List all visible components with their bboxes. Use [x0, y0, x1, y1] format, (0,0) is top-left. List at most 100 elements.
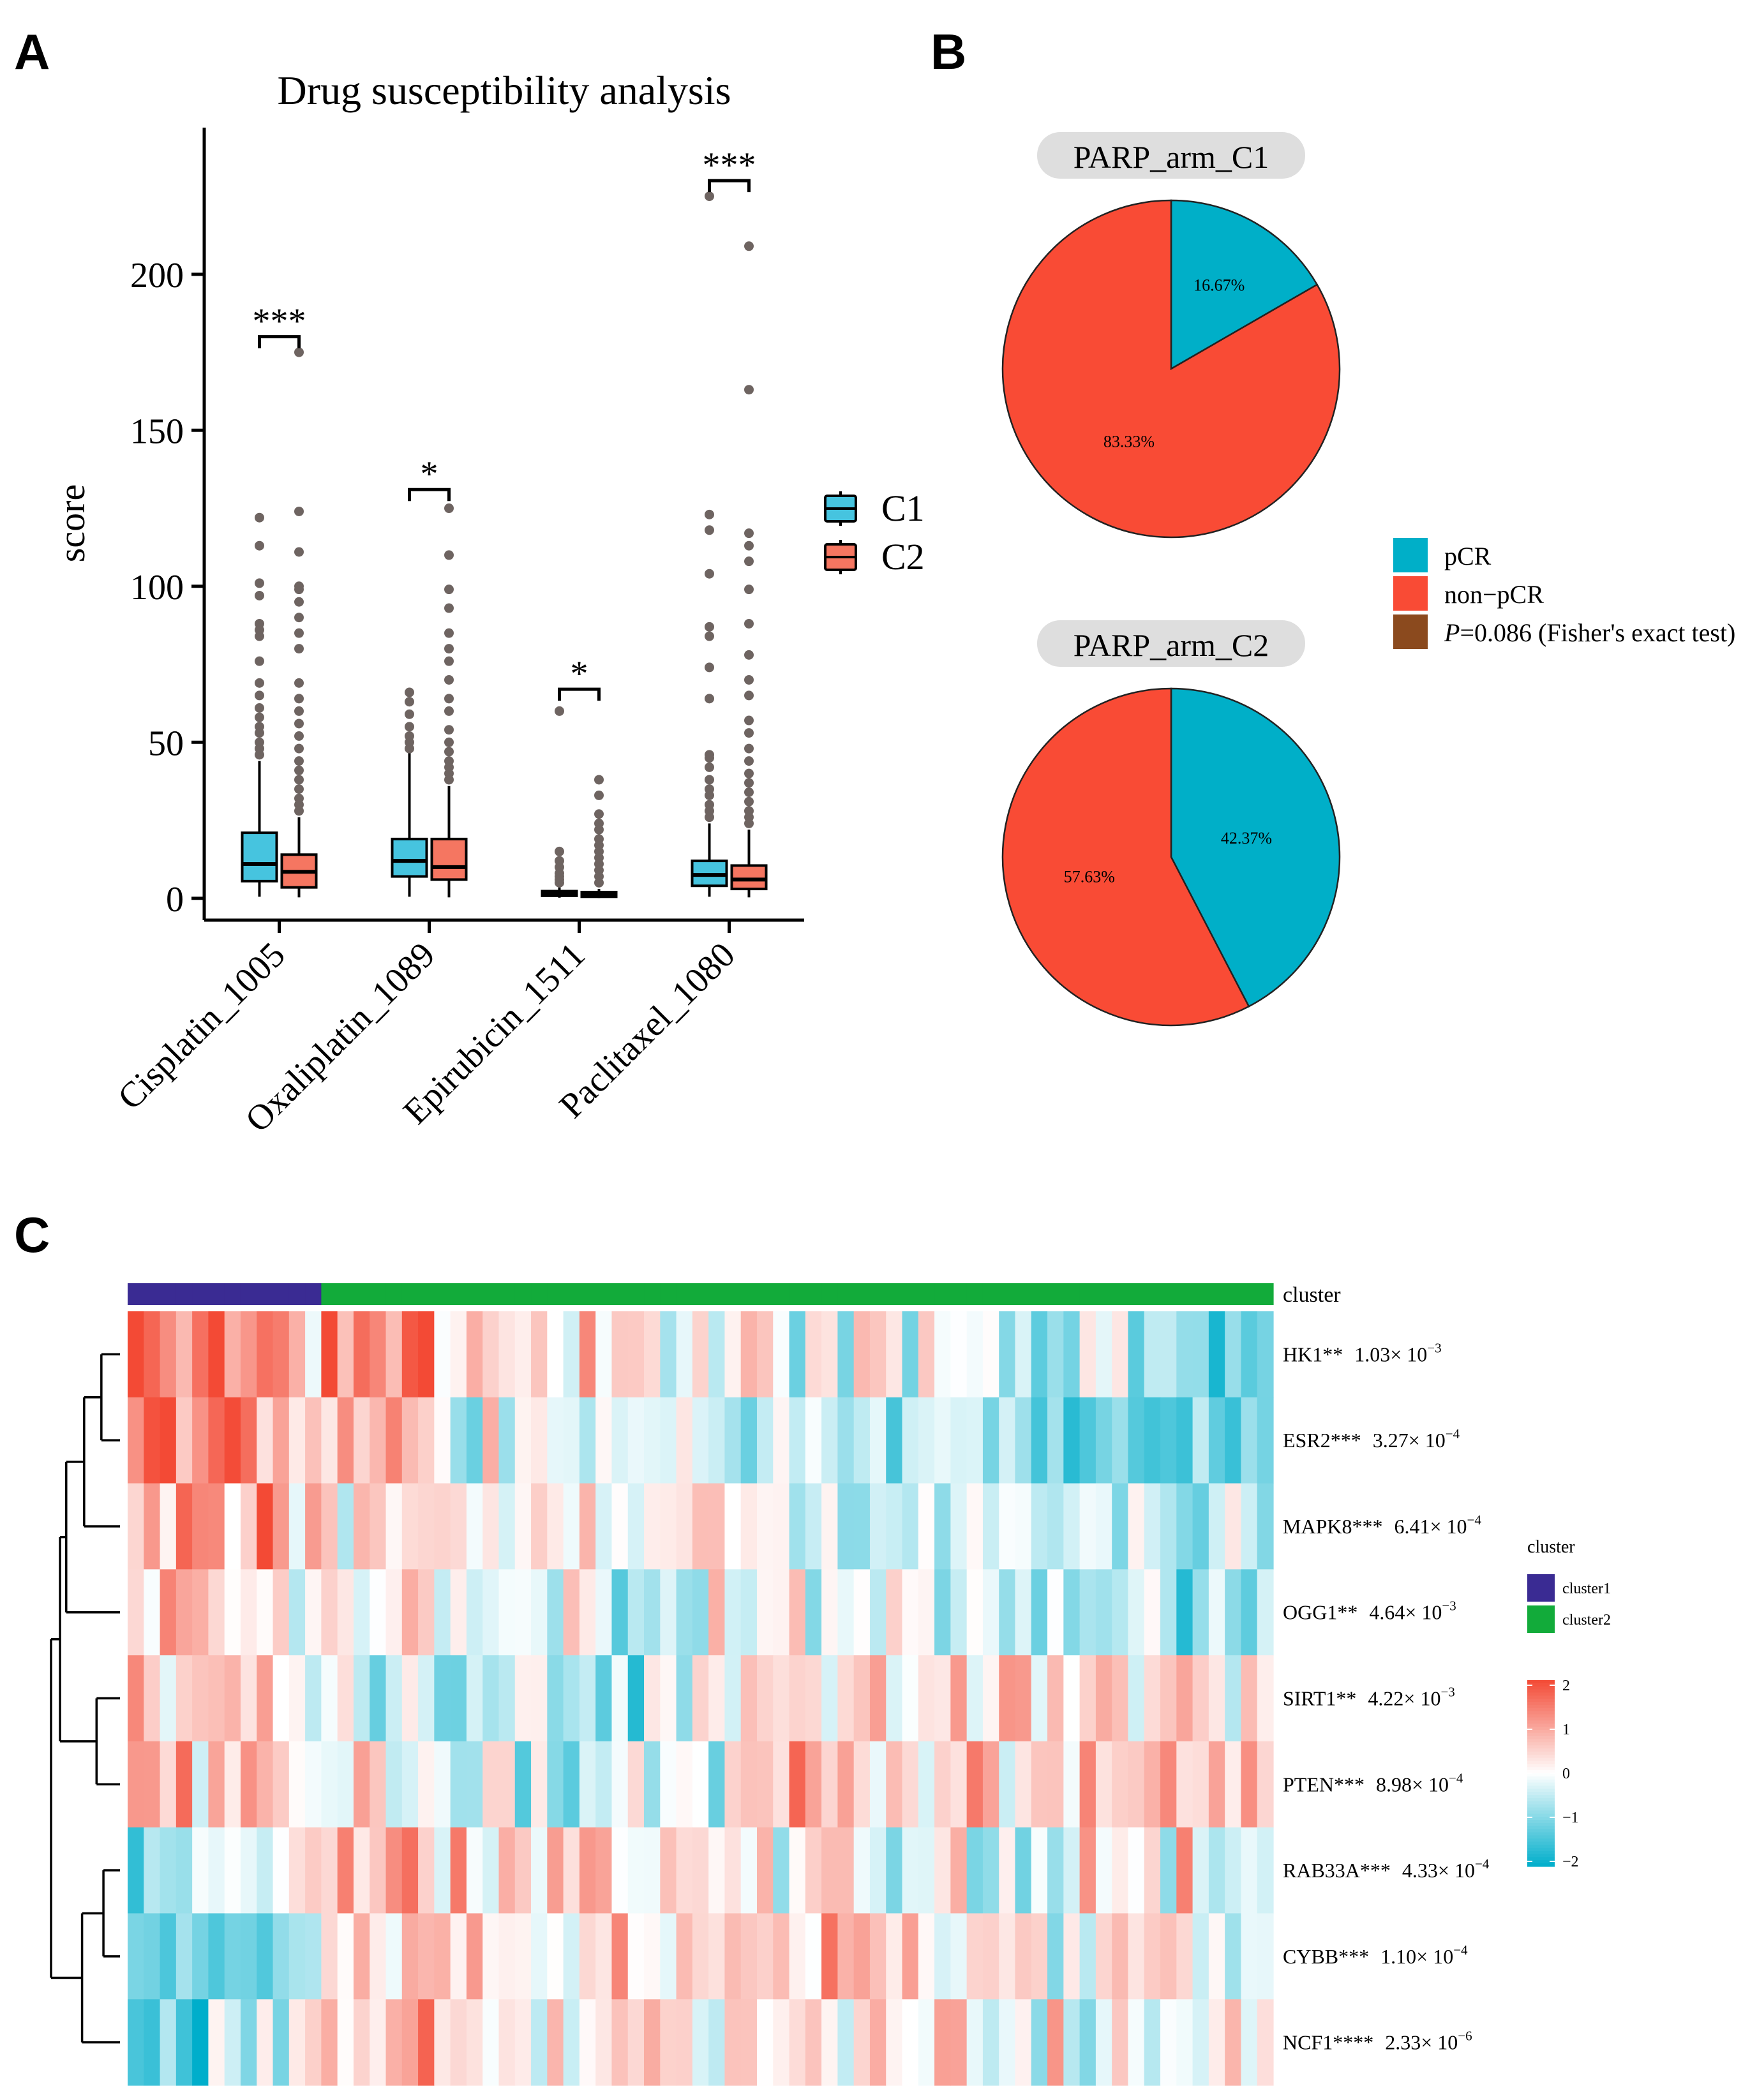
heatmap-cell — [240, 1483, 257, 1570]
heatmap-cell — [385, 1999, 403, 2086]
heatmap-cell — [514, 1999, 532, 2086]
heatmap-cell — [708, 1741, 726, 1828]
outlier-point — [294, 597, 304, 607]
heatmap-cell — [853, 1397, 871, 1484]
annotation-cell-cluster2 — [692, 1283, 709, 1305]
pie-slice-label: 42.37% — [1221, 829, 1272, 847]
heatmap-cell — [547, 1999, 564, 2086]
heatmap-cell — [1257, 1999, 1274, 2086]
heatmap-cell — [337, 1999, 354, 2086]
heatmap-cell — [982, 1311, 999, 1398]
heatmap-cell — [450, 1311, 467, 1398]
color-scale-step — [1527, 1854, 1555, 1858]
heatmap-cell — [321, 1741, 338, 1828]
heatmap-cell — [418, 1483, 435, 1570]
heatmap-cell — [224, 1311, 241, 1398]
heatmap-cell — [950, 1999, 968, 2086]
y-tick-label: 100 — [130, 568, 184, 607]
heatmap-cell — [1063, 1999, 1081, 2086]
heatmap-cell — [1208, 1311, 1225, 1398]
heatmap-cell — [611, 1827, 629, 1914]
heatmap-cell — [837, 1913, 855, 2000]
p-value-mantissa: 4.64× 10 — [1369, 1601, 1442, 1624]
heatmap-cell — [966, 1569, 983, 1656]
heatmap-cell — [982, 1999, 999, 2086]
heatmap-cell — [918, 1483, 935, 1570]
outlier-point — [294, 547, 304, 557]
annotation-cell-cluster2 — [660, 1283, 677, 1305]
color-scale-step — [1527, 1683, 1555, 1687]
heatmap-cell — [869, 1483, 886, 1570]
outlier-point — [405, 743, 414, 754]
heatmap-cell — [273, 1827, 290, 1914]
heatmap-cell — [756, 1827, 774, 1914]
p-value-exponent: −4 — [1475, 1856, 1490, 1872]
heatmap-cell — [385, 1397, 403, 1484]
heatmap-cell — [869, 1397, 886, 1484]
color-scale-step — [1527, 1820, 1555, 1824]
pie-slice-pcr — [1170, 199, 1319, 371]
heatmap-cell — [676, 1483, 693, 1570]
y-tick-label: 50 — [148, 724, 184, 763]
heatmap-cell — [1095, 1569, 1112, 1656]
annotation-cell-cluster1 — [257, 1283, 274, 1305]
outlier-point — [255, 512, 264, 523]
outlier-point — [705, 812, 714, 823]
outlier-point — [294, 678, 304, 688]
heatmap-cell — [676, 1741, 693, 1828]
outlier-point — [294, 756, 304, 766]
heatmap-cell — [821, 1483, 838, 1570]
heatmap-cell — [370, 1311, 387, 1398]
heatmap-cell — [240, 1311, 257, 1398]
heatmap-cell — [353, 1655, 370, 1742]
annotation-cell-cluster2 — [982, 1283, 999, 1305]
outlier-point — [255, 631, 264, 641]
heatmap-cell — [563, 1827, 580, 1914]
heatmap-cell — [740, 1569, 758, 1656]
heatmap-cell — [756, 1483, 774, 1570]
heatmap-cell — [724, 1913, 742, 2000]
heatmap-cell — [1208, 1569, 1225, 1656]
annotation-cell-cluster2 — [789, 1283, 806, 1305]
heatmap-cell — [482, 1655, 500, 1742]
outlier-point — [294, 719, 304, 729]
annotation-cell-cluster1 — [128, 1283, 144, 1305]
color-scale-step — [1527, 1764, 1555, 1768]
annotation-cell-cluster1 — [144, 1283, 161, 1305]
heatmap-cell — [1225, 1741, 1242, 1828]
heatmap-cell — [192, 1569, 209, 1656]
heatmap-cell — [563, 1483, 580, 1570]
heatmap-cell — [789, 1483, 806, 1570]
heatmap-cell — [208, 1913, 225, 2000]
annotation-label: cluster — [1283, 1283, 1341, 1307]
heatmap-cell — [144, 1483, 161, 1570]
outlier-point — [444, 628, 454, 638]
heatmap-cell — [1241, 1397, 1258, 1484]
boxplot-axes: 050100150200Cisplatin_1005Oxaliplatin_10… — [110, 128, 804, 1140]
boxplot-plot-area: ******** — [241, 145, 768, 898]
gene-name: RAB33A*** — [1283, 1859, 1391, 1882]
heatmap-cell — [627, 1827, 645, 1914]
heatmap-cell — [982, 1397, 999, 1484]
annotation-cell-cluster2 — [966, 1283, 983, 1305]
heatmap-cell — [902, 1397, 919, 1484]
heatmap-cell — [918, 1741, 935, 1828]
heatmap-cell — [482, 1999, 500, 2086]
heatmap-cell — [708, 1483, 726, 1570]
heatmap-cell — [144, 1397, 161, 1484]
color-scale-step — [1527, 1748, 1555, 1752]
heatmap-cell — [837, 1483, 855, 1570]
heatmap-cell — [627, 1655, 645, 1742]
heatmap-cell — [886, 1741, 903, 1828]
heatmap-cell — [434, 1741, 451, 1828]
heatmap-cell — [370, 1999, 387, 2086]
heatmap-cell — [676, 1655, 693, 1742]
heatmap-cell — [1015, 1483, 1032, 1570]
heatmap-cell — [982, 1569, 999, 1656]
pie-c1-title: PARP_arm_C1 — [1073, 139, 1269, 175]
heatmap-cell — [531, 1483, 548, 1570]
heatmap-cell — [482, 1483, 500, 1570]
heatmap-cell — [1015, 1913, 1032, 2000]
heatmap-cell — [595, 1913, 613, 2000]
heatmap-cell — [853, 1483, 871, 1570]
